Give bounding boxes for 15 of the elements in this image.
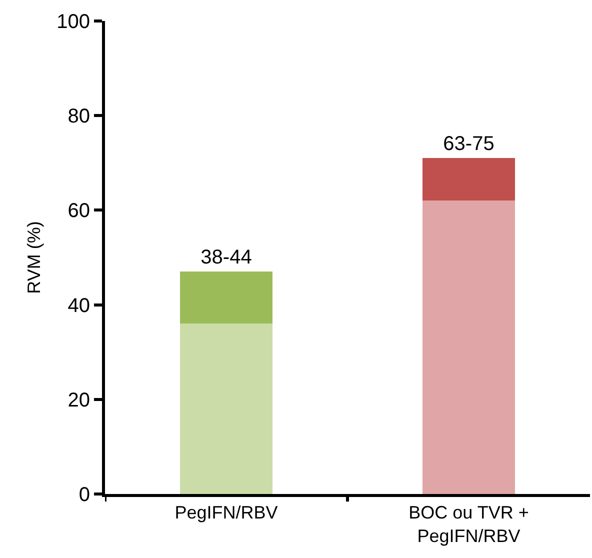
x-tick-label: BOC ou TVR + PegIFN/RBV <box>408 502 529 546</box>
bar <box>422 158 515 201</box>
x-tick-label: PegIFN/RBV <box>174 502 278 523</box>
bar <box>422 200 515 494</box>
y-tick-label: 60 <box>68 200 90 222</box>
y-tick-label: 100 <box>56 11 90 33</box>
y-tick-label: 40 <box>68 294 90 317</box>
bar <box>180 324 272 494</box>
data-label: 63-75 <box>443 133 494 156</box>
y-tick-label: 20 <box>68 389 90 412</box>
y-axis-title: RVM (%) <box>24 221 44 294</box>
bar <box>180 272 272 324</box>
y-tick-label: 0 <box>78 484 90 506</box>
y-tick-label: 80 <box>68 106 90 128</box>
data-label: 38-44 <box>200 246 252 269</box>
